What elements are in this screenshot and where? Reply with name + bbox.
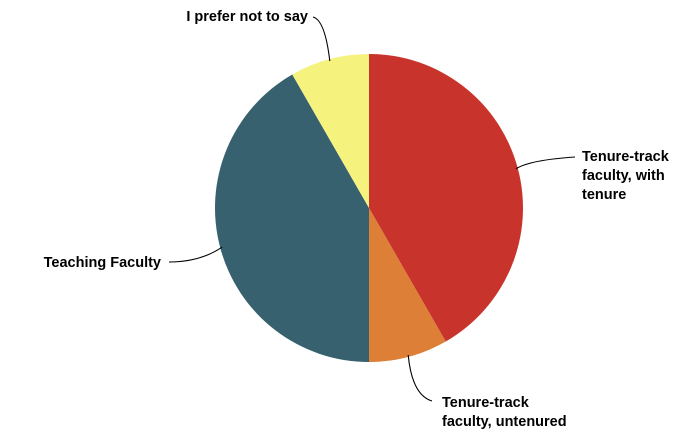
- slice-label-line: faculty, untenured: [442, 414, 567, 430]
- leader-line-4: [312, 16, 331, 62]
- slice-labels: Tenure-track faculty, with tenureTenure-tr…: [44, 9, 670, 430]
- slice-label-line: Tenure-track: [442, 395, 530, 411]
- slice-label-4: I prefer not to say: [186, 9, 308, 25]
- pie-slice-4: [292, 54, 369, 208]
- pie-slices: [214, 54, 524, 362]
- slice-label-line: faculty, with: [582, 168, 665, 184]
- pie-slice-1: [369, 54, 524, 342]
- slice-label-line: Teaching Faculty: [44, 255, 161, 271]
- slice-label-2: Tenure-track faculty, untenured: [442, 395, 567, 430]
- slice-label-3: Teaching Faculty: [44, 255, 161, 271]
- leader-line-1: [515, 156, 576, 170]
- leader-lines: [168, 16, 576, 402]
- leader-line-2: [407, 354, 433, 402]
- slice-label-line: tenure: [582, 187, 626, 203]
- pie-slice-3: [214, 74, 369, 362]
- pie-slice-2: [369, 208, 446, 362]
- slice-label-1: Tenure-track faculty, with tenure: [582, 149, 670, 203]
- slice-label-line: Tenure-track: [582, 149, 670, 165]
- slice-label-line: I prefer not to say: [186, 9, 308, 25]
- leader-line-3: [168, 246, 223, 263]
